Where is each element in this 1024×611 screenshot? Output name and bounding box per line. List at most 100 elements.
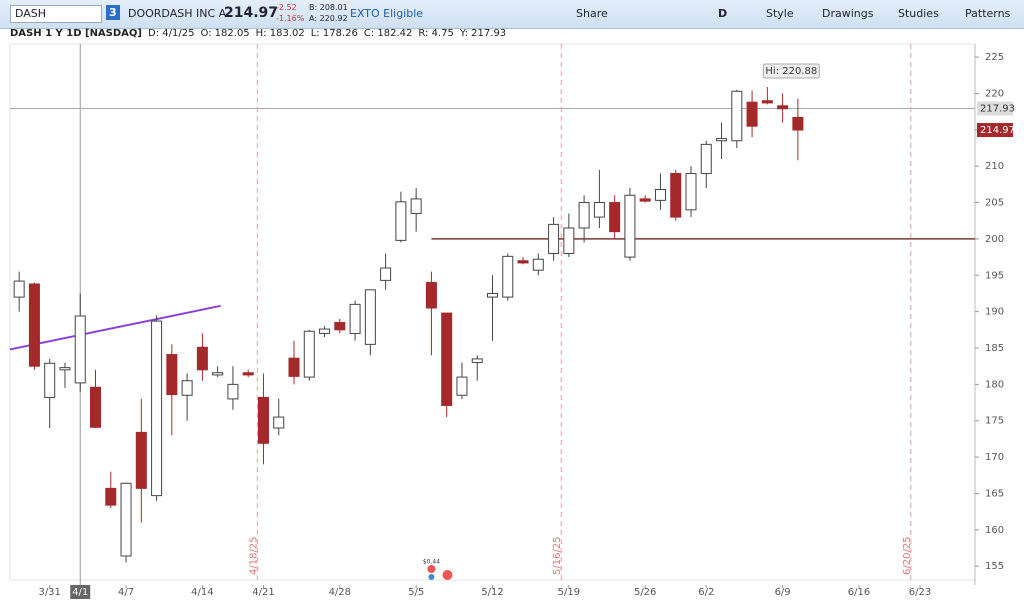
x-tick-label: 6/2 (698, 587, 714, 598)
candle-body (135, 431, 147, 489)
y-tick-label: 170 (985, 452, 1004, 463)
candle-body (441, 312, 453, 406)
candle-body (380, 267, 392, 281)
candle-body (349, 303, 361, 334)
candle-body (548, 223, 560, 254)
candle-body (74, 315, 86, 384)
candle-body (334, 322, 346, 331)
candle-body (410, 198, 422, 214)
change: -2.52 (276, 3, 297, 12)
candle-body (196, 346, 208, 371)
candle-body (624, 194, 636, 258)
x-tick-highlight (70, 585, 91, 599)
header-title: DASH 1 Y 1D [NASDAQ] (10, 28, 142, 39)
link-icon[interactable]: 3 (106, 5, 120, 20)
y-tick-label: 165 (985, 488, 1004, 499)
x-tick-label: 4/21 (252, 587, 274, 598)
candle-body (654, 188, 666, 201)
ask: A: 220.92 (309, 14, 348, 23)
field: L: 178.26 (310, 28, 358, 39)
candle-body (471, 358, 483, 364)
x-tick-label: 4/28 (329, 587, 351, 598)
candle-body (105, 487, 117, 506)
button[interactable]: Studies (898, 7, 939, 20)
candle-body (44, 362, 56, 398)
candle-body (395, 201, 407, 241)
candle-body (364, 289, 376, 345)
candle-body (670, 172, 682, 218)
field: O: 182.05 (200, 28, 250, 39)
event-icon (428, 574, 435, 580)
candle-body (28, 283, 40, 367)
plot-frame (9, 43, 976, 581)
y-tick-label: 195 (985, 270, 1004, 281)
candle-body (639, 198, 651, 202)
field: C: 182.42 (363, 28, 413, 39)
symbol: DASH (15, 7, 47, 20)
candle-body (227, 383, 239, 400)
candle-body (563, 227, 575, 254)
candle-body (288, 357, 300, 377)
event-icon (427, 565, 436, 573)
candle-body (120, 482, 132, 557)
candle-body (578, 202, 590, 229)
button[interactable]: Style (766, 7, 794, 20)
candle-body (13, 280, 25, 298)
candle-body (593, 202, 605, 218)
last-price-box (977, 123, 1013, 138)
button[interactable]: Patterns (965, 7, 1011, 20)
button[interactable]: Drawings (822, 7, 874, 20)
bid: B: 208.01 (309, 3, 348, 12)
field: R: 4.75 (418, 28, 454, 39)
event-label: $0.44 (423, 559, 440, 566)
candle-body (425, 282, 437, 309)
crosshair-price-label: 217.93 (980, 104, 1015, 115)
candle-body (777, 105, 789, 110)
candle-body (242, 372, 254, 376)
candle-body (319, 328, 331, 334)
x-tick-label: 4/14 (191, 587, 213, 598)
candle-body (746, 101, 758, 127)
symbol-box[interactable]: DASH (10, 5, 102, 23)
y-tick-label: 225 (985, 52, 1004, 63)
field: D: 4/1/25 (148, 28, 195, 39)
candle-body (517, 260, 529, 264)
y-tick-label: 220 (985, 88, 1004, 99)
hi-box (762, 63, 820, 79)
candle-body (716, 138, 728, 142)
candle-body (273, 416, 285, 429)
y-tick-label: 190 (985, 307, 1004, 318)
candle-body (502, 255, 514, 298)
x-tick-label: 6/16 (848, 587, 870, 598)
candle-body (151, 320, 163, 497)
badge[interactable]: EXTO Eligible (350, 7, 424, 20)
trendline (9, 304, 221, 351)
candle-body (731, 90, 743, 142)
y-tick-label: 155 (985, 561, 1004, 572)
candle-body (487, 292, 498, 298)
button[interactable]: D (718, 7, 728, 20)
candle-body (257, 396, 269, 444)
candle-body (212, 372, 224, 376)
y-tick-label: 185 (985, 343, 1004, 354)
x-tick-label: 5/12 (481, 587, 503, 598)
last-price-label: 214.97 (980, 125, 1015, 136)
field: Y: 217.93 (459, 28, 507, 39)
expiration-label: 6/20/25 (902, 536, 913, 575)
candle-body (303, 330, 315, 378)
x-tick-label: 5/26 (634, 587, 656, 598)
x-tick-label: 3/31 (38, 587, 60, 598)
x-tick-label: 5/19 (558, 587, 580, 598)
x-tick-label: 4/7 (118, 587, 134, 598)
candle-body (700, 143, 712, 174)
expiration-label: 4/18/25 (248, 536, 259, 575)
y-tick-label: 175 (985, 416, 1004, 427)
event-icon (442, 570, 453, 580)
y-tick-label: 215 (985, 125, 1004, 136)
x-tick-label: 5/5 (408, 587, 424, 598)
button[interactable]: Share (576, 7, 608, 20)
candle-body (59, 367, 71, 371)
field: H: 183.02 (255, 28, 305, 39)
y-tick-label: 200 (985, 234, 1004, 245)
